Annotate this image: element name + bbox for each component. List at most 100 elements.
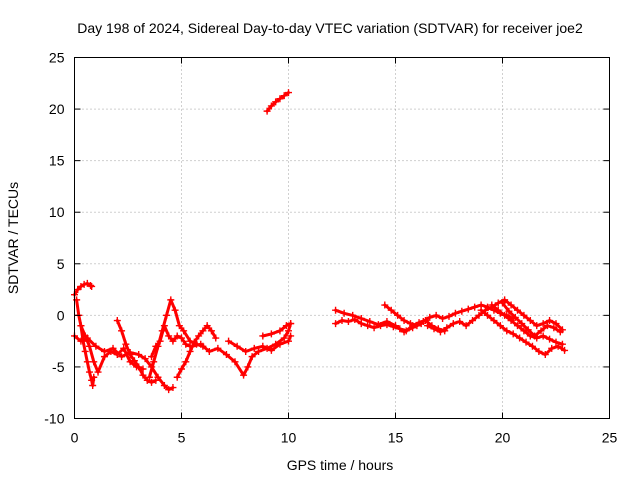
series-trace	[501, 301, 562, 338]
data-point	[471, 303, 479, 311]
data-point	[558, 340, 566, 348]
data-point	[503, 327, 511, 335]
plot-frame	[74, 57, 610, 419]
data-point	[546, 335, 554, 343]
data-point	[259, 332, 267, 340]
series-track-11	[259, 320, 295, 340]
data-point	[535, 347, 543, 355]
data-point	[244, 363, 252, 371]
data-point	[148, 378, 156, 386]
plot-area	[71, 89, 569, 394]
data-point	[87, 281, 95, 289]
x-tick-label: 10	[281, 430, 297, 446]
data-point	[85, 368, 93, 376]
data-point	[126, 358, 134, 366]
grid	[74, 57, 610, 419]
axes: 0 5 10 15 20 25 -10 -5 0 5 10 15 20 25	[44, 50, 617, 446]
data-point	[74, 286, 82, 294]
data-point	[152, 376, 160, 384]
series-track-10	[225, 332, 295, 355]
data-point	[338, 317, 346, 325]
data-point	[533, 322, 541, 330]
data-point	[552, 320, 560, 328]
series-track-14	[332, 306, 425, 336]
data-point	[240, 371, 248, 379]
data-point	[451, 309, 459, 317]
data-point	[449, 320, 457, 328]
chart-title: Day 198 of 2024, Sidereal Day-to-day VTE…	[77, 20, 583, 36]
data-point	[171, 306, 179, 314]
data-point	[526, 317, 534, 325]
data-point	[90, 373, 98, 381]
data-point	[488, 301, 496, 309]
data-point	[531, 332, 539, 340]
data-point	[550, 324, 558, 332]
data-point	[349, 311, 357, 319]
x-axis-label: GPS time / hours	[287, 457, 394, 473]
data-point	[267, 330, 275, 338]
data-point	[83, 334, 91, 342]
data-point	[556, 328, 564, 336]
data-point	[130, 357, 138, 365]
data-point	[267, 102, 275, 110]
data-point	[548, 344, 556, 352]
data-point	[188, 342, 196, 350]
data-point	[233, 342, 241, 350]
series-track-5	[113, 317, 160, 386]
series-track-19	[499, 299, 564, 340]
data-point	[419, 318, 427, 326]
data-point	[507, 317, 515, 325]
data-point	[150, 358, 158, 366]
data-point	[169, 337, 177, 345]
data-point	[552, 338, 560, 346]
data-point	[135, 351, 143, 359]
data-point	[477, 306, 485, 314]
data-point	[436, 328, 444, 336]
data-point	[469, 317, 477, 325]
data-point	[458, 307, 466, 315]
data-point	[81, 347, 89, 355]
data-point	[276, 95, 284, 103]
data-point	[524, 326, 532, 334]
data-point	[439, 314, 447, 322]
data-point	[135, 363, 143, 371]
data-point	[207, 327, 215, 335]
data-point	[77, 337, 85, 345]
data-point	[400, 317, 408, 325]
data-point	[77, 322, 85, 330]
data-point	[285, 89, 292, 97]
data-point	[186, 347, 194, 355]
x-tick-label: 5	[178, 430, 186, 446]
data-point	[222, 351, 230, 359]
data-point	[537, 327, 545, 335]
data-point	[462, 322, 470, 330]
data-point	[528, 342, 536, 350]
series-track-1	[71, 279, 96, 299]
data-point	[100, 347, 108, 355]
data-point	[212, 334, 220, 342]
data-point	[392, 322, 399, 330]
data-point	[516, 334, 524, 342]
data-point	[443, 324, 451, 332]
data-point	[413, 322, 421, 330]
data-point	[364, 322, 372, 330]
data-point	[285, 327, 292, 335]
data-point	[118, 327, 126, 335]
data-point	[518, 320, 526, 328]
data-point	[242, 347, 250, 355]
data-point	[169, 384, 177, 392]
data-point	[272, 98, 280, 106]
y-tick-label: -5	[52, 359, 65, 375]
data-point	[287, 320, 295, 328]
data-point	[85, 342, 93, 350]
data-point	[152, 342, 160, 350]
data-point	[501, 311, 509, 319]
data-point	[141, 355, 149, 363]
data-point	[475, 311, 483, 319]
data-point	[383, 318, 391, 326]
data-point	[180, 327, 188, 335]
data-point	[539, 320, 547, 328]
data-point	[509, 330, 517, 338]
data-point	[520, 311, 528, 319]
data-point	[214, 344, 222, 352]
